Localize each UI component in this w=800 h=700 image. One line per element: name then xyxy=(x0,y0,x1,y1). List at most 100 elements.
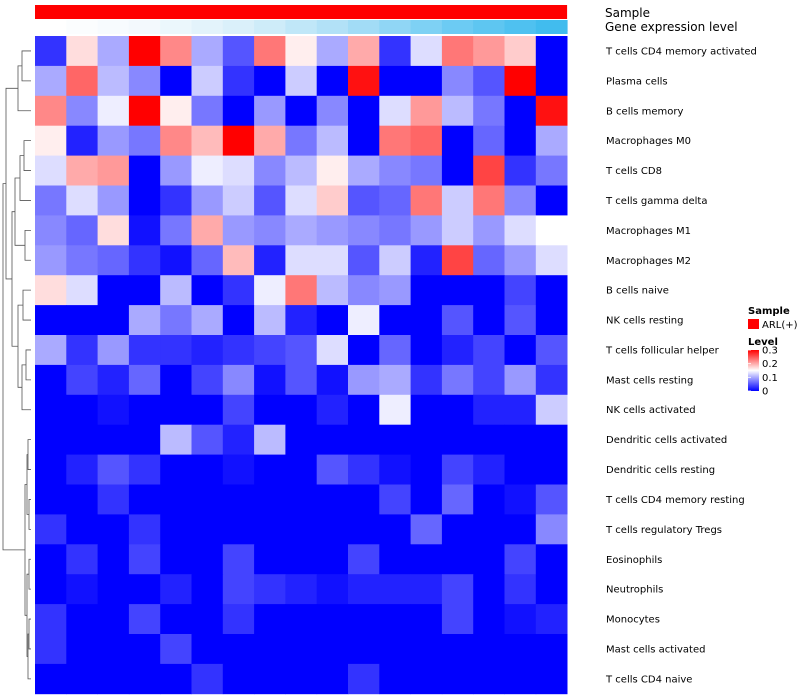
row-label: T cells CD8 xyxy=(605,166,662,177)
heatmap-cell xyxy=(316,574,349,605)
heatmap-cell xyxy=(473,394,505,426)
heatmap-cell xyxy=(97,275,130,306)
heatmap-cell xyxy=(35,215,67,246)
heatmap-cell xyxy=(160,36,192,67)
heatmap-cell xyxy=(410,454,443,485)
heatmap-cell xyxy=(97,245,130,276)
expression-annotation-cell xyxy=(410,20,443,34)
heatmap-cell xyxy=(316,245,349,276)
heatmap-cell xyxy=(410,125,443,156)
row-label: Mast cells activated xyxy=(606,645,705,656)
heatmap-cell xyxy=(504,36,537,67)
legend-level-ticks: 0.3 0.2 0.1 0 xyxy=(748,346,778,398)
legend-tick-label: 0 xyxy=(762,387,768,398)
heatmap-cell xyxy=(254,424,286,455)
heatmap-cell xyxy=(35,454,67,485)
heatmap-cell xyxy=(379,275,411,306)
heatmap-cell xyxy=(222,275,255,306)
expression-annotation-cell xyxy=(473,20,505,34)
heatmap-cell xyxy=(254,275,286,306)
heatmap-cell xyxy=(504,275,537,306)
heatmap-cell xyxy=(222,335,255,366)
expression-annotation-cell xyxy=(254,20,286,34)
row-label: Eosinophils xyxy=(606,555,662,566)
heatmap-cell xyxy=(535,544,568,575)
heatmap-cell xyxy=(97,185,130,216)
heatmap-cell xyxy=(316,185,349,216)
heatmap-cell xyxy=(128,215,161,246)
heatmap-cell xyxy=(160,604,192,635)
heatmap-cell xyxy=(316,514,349,545)
heatmap-cell xyxy=(379,514,411,545)
heatmap-cell xyxy=(160,574,192,605)
heatmap-cell xyxy=(535,604,568,635)
heatmap-cell xyxy=(504,394,537,426)
heatmap-cell xyxy=(441,125,474,156)
heatmap-cell xyxy=(379,305,411,336)
heatmap-cell xyxy=(66,574,98,605)
heatmap-cell xyxy=(504,454,537,485)
heatmap-cell xyxy=(504,215,537,246)
heatmap-cell xyxy=(254,305,286,336)
heatmap-cell xyxy=(222,65,255,97)
heatmap-cell xyxy=(535,185,568,216)
heatmap-cell xyxy=(316,36,349,67)
heatmap-cell xyxy=(473,634,505,665)
heatmap-cell xyxy=(379,36,411,67)
heatmap-cell xyxy=(128,484,161,515)
dendrogram-branch xyxy=(23,140,31,171)
heatmap-cell xyxy=(316,454,349,485)
heatmap-cell xyxy=(316,424,349,455)
heatmap-cell xyxy=(504,95,537,127)
heatmap-cell xyxy=(35,65,67,97)
heatmap-cell xyxy=(222,215,255,246)
heatmap-cell xyxy=(285,125,318,156)
heatmap-cell xyxy=(441,215,474,246)
heatmap-cell xyxy=(160,245,192,276)
heatmap-cell xyxy=(97,424,130,455)
heatmap-cell xyxy=(348,424,380,455)
heatmap-cell xyxy=(348,663,380,695)
heatmap-cell xyxy=(128,245,161,276)
heatmap-cell xyxy=(285,454,318,485)
expression-annotation-cell xyxy=(504,20,537,34)
heatmap-cell xyxy=(535,514,568,545)
heatmap-cell xyxy=(191,305,224,336)
heatmap-cell xyxy=(222,574,255,605)
heatmap-cell xyxy=(191,364,224,396)
heatmap-cell xyxy=(441,185,474,216)
heatmap-cell xyxy=(285,484,318,515)
heatmap-cell xyxy=(410,364,443,396)
heatmap-cell xyxy=(35,95,67,127)
heatmap-cell xyxy=(348,95,380,127)
row-label: Macrophages M2 xyxy=(606,256,691,267)
heatmap-cell xyxy=(222,155,255,186)
heatmap-cell xyxy=(504,125,537,156)
heatmap-cell xyxy=(160,634,192,665)
heatmap-cell xyxy=(410,185,443,216)
heatmap-cell xyxy=(441,454,474,485)
heatmap-cell xyxy=(97,305,130,336)
heatmap-cell xyxy=(160,95,192,127)
heatmap-cell xyxy=(348,394,380,426)
legend-sample-swatch xyxy=(748,319,759,329)
heatmap-cell xyxy=(535,95,568,127)
heatmap-cell xyxy=(285,544,318,575)
heatmap-cell xyxy=(35,364,67,396)
row-label: T cells regulatory Tregs xyxy=(605,525,722,536)
heatmap-cell xyxy=(504,65,537,97)
heatmap-cell xyxy=(191,424,224,455)
heatmap-cell xyxy=(316,604,349,635)
heatmap-cell xyxy=(254,514,286,545)
heatmap-cell xyxy=(473,514,505,545)
heatmap-cell xyxy=(535,484,568,515)
heatmap-cell xyxy=(160,544,192,575)
row-label: NK cells activated xyxy=(606,405,696,416)
heatmap-cell xyxy=(222,454,255,485)
dendrogram-branch xyxy=(21,50,31,82)
heatmap-cell xyxy=(191,36,224,67)
heatmap-cell xyxy=(504,574,537,605)
heatmap-cell xyxy=(348,245,380,276)
row-label: B cells memory xyxy=(606,106,683,117)
